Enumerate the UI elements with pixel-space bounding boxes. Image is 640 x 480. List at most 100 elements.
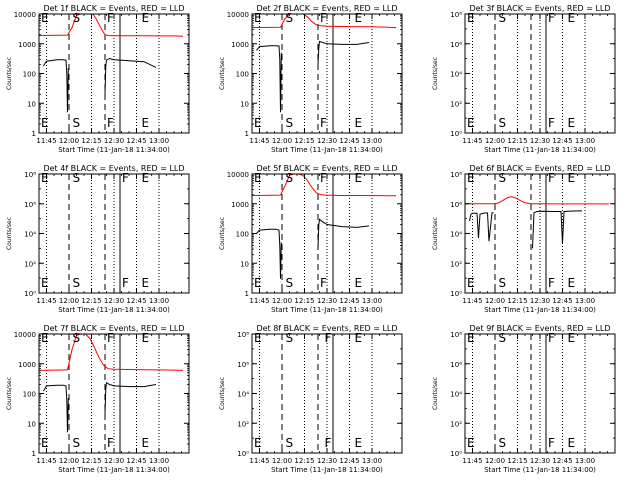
y-tick-label: 1 xyxy=(245,290,249,298)
x-tick-label: 12:30 xyxy=(317,297,337,305)
zone-label-top: E xyxy=(568,171,576,185)
zone-label: E xyxy=(568,276,576,290)
y-tick-label: 100 xyxy=(236,71,249,79)
events-series-segment xyxy=(317,40,370,65)
zone-label: E xyxy=(142,436,150,450)
zone-label: E xyxy=(41,436,49,450)
y-tick-label: 10⁸ xyxy=(237,331,249,339)
chart-panel: Det 2f BLACK = Events, RED = LLDEESSFFEE… xyxy=(219,4,403,154)
zone-label-top: E xyxy=(41,331,49,345)
x-tick-label: 13:00 xyxy=(575,137,595,145)
x-axis-label: Start Time (11-Jan-18 11:34:00) xyxy=(58,306,170,314)
chart-title: Det 2f BLACK = Events, RED = LLD xyxy=(256,4,397,13)
x-tick-label: 12:15 xyxy=(81,137,101,145)
y-tick-label: 10⁴ xyxy=(450,71,462,79)
plot-frame xyxy=(251,173,403,294)
x-axis: 11:45 12:00 12:15 12:30 12:45 13:00 xyxy=(462,334,616,465)
zone-label-top: F xyxy=(107,331,114,345)
y-tick-label: 10⁴ xyxy=(450,231,462,239)
events-series-segment xyxy=(43,59,69,113)
zone-label-top: S xyxy=(499,11,507,25)
x-axis: 11:45 12:00 12:15 12:30 12:45 13:00 xyxy=(249,14,403,145)
x-tick-label: 13:00 xyxy=(149,137,169,145)
y-axis: 1 10 100 1000 10000 xyxy=(227,11,402,138)
y-axis: 10⁰ 10² 10⁴ 10⁶ 10⁸ xyxy=(450,171,615,298)
y-tick-label: 10² xyxy=(450,260,462,268)
zone-label: F xyxy=(320,116,327,130)
x-tick-label: 12:45 xyxy=(339,137,359,145)
y-tick-label: 1 xyxy=(32,130,36,138)
x-tick-label: 12:15 xyxy=(294,137,314,145)
events-series-segment xyxy=(532,210,582,249)
x-tick-label: 12:45 xyxy=(552,297,572,305)
chart-title: Det 6f BLACK = Events, RED = LLD xyxy=(469,164,610,173)
y-tick-label: 100 xyxy=(23,391,36,399)
zone-label: E xyxy=(355,436,363,450)
x-axis-label: Start Time (11-Jan-18 11:34:00) xyxy=(484,146,596,154)
lld-series-line xyxy=(39,334,184,371)
lld-series-line xyxy=(252,14,397,29)
zone-label-top: E xyxy=(355,11,363,25)
zone-label: F xyxy=(548,116,555,130)
zone-label-top: E xyxy=(467,11,475,25)
y-axis: 10⁰ 10² 10⁴ 10⁶ 10⁸ xyxy=(24,171,189,298)
plot-frame xyxy=(251,13,403,134)
zone-label-top: F xyxy=(320,171,327,185)
plot-frame xyxy=(38,173,190,294)
marker-lines xyxy=(46,334,160,453)
y-tick-label: 10⁴ xyxy=(24,231,36,239)
x-tick-label: 12:30 xyxy=(104,457,124,465)
zone-label: S xyxy=(73,116,81,130)
x-tick-label: 13:00 xyxy=(149,457,169,465)
zone-label-top: S xyxy=(73,171,81,185)
zone-label: E xyxy=(254,116,262,130)
x-tick-label: 11:45 xyxy=(249,457,269,465)
zone-label: F xyxy=(122,276,129,290)
y-tick-label: 10⁶ xyxy=(450,361,462,369)
x-tick-label: 12:45 xyxy=(126,137,146,145)
zone-label-top: F xyxy=(325,331,332,345)
zone-label-top: F xyxy=(548,171,555,185)
y-tick-label: 10² xyxy=(450,420,462,428)
y-tick-label: 10000 xyxy=(14,11,36,19)
y-axis-label: Counts/sec xyxy=(219,57,226,90)
x-axis: 11:45 12:00 12:15 12:30 12:45 13:00 xyxy=(249,174,403,305)
zone-label: E xyxy=(355,116,363,130)
y-tick-label: 10² xyxy=(450,100,462,108)
lld-series-line xyxy=(39,14,184,37)
x-tick-label: 12:00 xyxy=(485,297,505,305)
x-tick-label: 13:00 xyxy=(362,297,382,305)
y-tick-label: 1000 xyxy=(231,41,249,49)
x-axis-label: Start Time (11-Jan-18 11:34:00) xyxy=(271,466,383,474)
x-tick-label: 12:30 xyxy=(530,137,550,145)
marker-lines xyxy=(472,334,586,453)
zone-label: E xyxy=(142,276,150,290)
y-tick-label: 10⁰ xyxy=(450,290,462,298)
zone-label-top: S xyxy=(73,331,81,345)
y-tick-label: 10⁴ xyxy=(450,391,462,399)
x-axis: 11:45 12:00 12:15 12:30 12:45 13:00 xyxy=(462,174,616,305)
zone-label-top: E xyxy=(568,331,576,345)
events-series-segment xyxy=(104,57,157,95)
x-tick-label: 12:00 xyxy=(272,137,292,145)
x-tick-label: 13:00 xyxy=(575,297,595,305)
zone-label: S xyxy=(286,436,294,450)
x-tick-label: 12:15 xyxy=(294,297,314,305)
y-axis-label: Counts/sec xyxy=(219,377,226,410)
zone-label-top: E xyxy=(355,171,363,185)
events-series-segment xyxy=(256,228,282,279)
series-group xyxy=(252,174,397,279)
zone-label-top: E xyxy=(142,171,150,185)
zone-label: E xyxy=(355,276,363,290)
x-axis: 11:45 12:00 12:15 12:30 12:45 13:00 xyxy=(462,14,616,145)
x-axis-label: Start Time (11-Jan-18 11:34:00) xyxy=(58,466,170,474)
x-tick-label: 12:45 xyxy=(126,297,146,305)
zone-label: E xyxy=(467,116,475,130)
y-tick-label: 10⁴ xyxy=(237,391,249,399)
x-tick-label: 12:30 xyxy=(317,137,337,145)
marker-lines xyxy=(472,174,586,293)
y-tick-label: 1000 xyxy=(18,41,36,49)
zone-label-top: S xyxy=(499,331,507,345)
y-axis-label: Counts/sec xyxy=(432,377,439,410)
y-axis: 10⁰ 10² 10⁴ 10⁶ 10⁸ xyxy=(450,11,615,138)
